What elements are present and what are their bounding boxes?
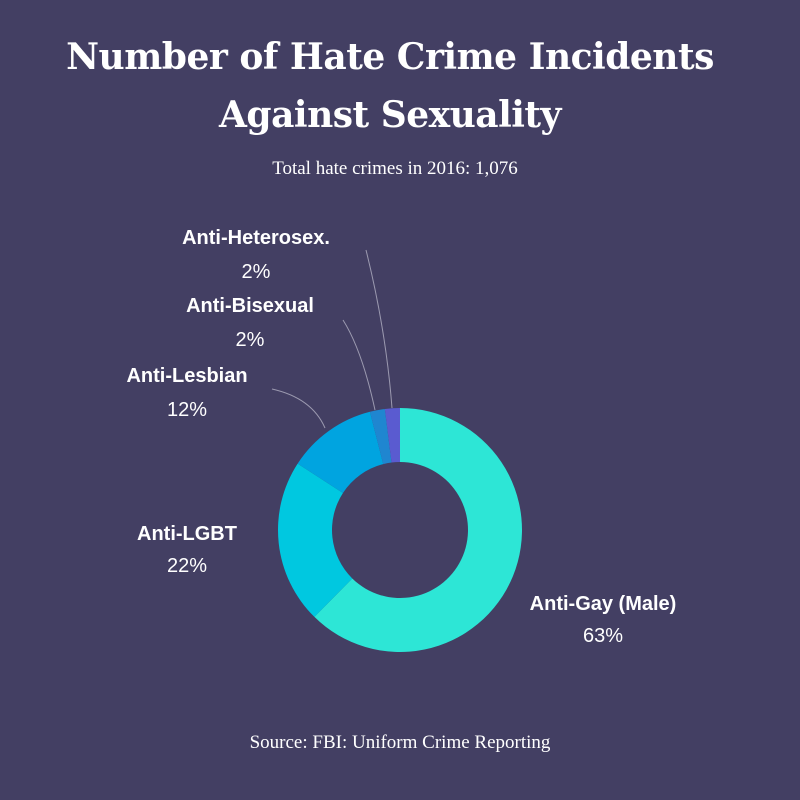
chart-title-line-2: Against Sexuality: [219, 94, 561, 136]
leader-line-anti-bisexual: [342, 319, 376, 411]
slice-value-anti-heterosex: 2%: [242, 261, 271, 283]
slice-anti-bisexual: [369, 408, 392, 465]
slice-anti-lgbt: [277, 463, 353, 617]
slice-anti-gay-male: [314, 408, 522, 652]
leader-lines-group: [271, 249, 393, 429]
slice-value-anti-bisexual: 2%: [236, 329, 265, 351]
slice-anti-heterosex: [384, 408, 400, 463]
slice-value-anti-lgbt: 22%: [167, 555, 207, 577]
slice-label-anti-bisexual: Anti-Bisexual: [186, 295, 314, 317]
leader-line-anti-lesbian: [271, 388, 326, 429]
chart-subtitle: Total hate crimes in 2016: 1,076: [272, 158, 518, 179]
chart-title: Number of Hate Crime Incidents Against S…: [0, 28, 780, 144]
slice-label-anti-lgbt: Anti-LGBT: [137, 523, 237, 545]
slice-label-anti-gay-male: Anti-Gay (Male): [530, 593, 677, 615]
slice-label-anti-heterosex: Anti-Heterosex.: [182, 227, 330, 249]
source-note: Source: FBI: Uniform Crime Reporting: [249, 732, 551, 753]
slice-value-anti-lesbian: 12%: [167, 399, 207, 421]
slice-value-anti-gay-male: 63%: [583, 625, 623, 647]
slices-group: [277, 408, 522, 652]
slice-label-anti-lesbian: Anti-Lesbian: [126, 365, 247, 387]
leader-line-anti-heterosex: [365, 249, 393, 409]
chart-title-line-1: Number of Hate Crime Incidents: [66, 36, 714, 78]
slice-anti-lesbian: [297, 411, 384, 493]
labels-group: Anti-Gay (Male) 63% Anti-LGBT 22% Anti-Lesbi…: [126, 227, 676, 647]
